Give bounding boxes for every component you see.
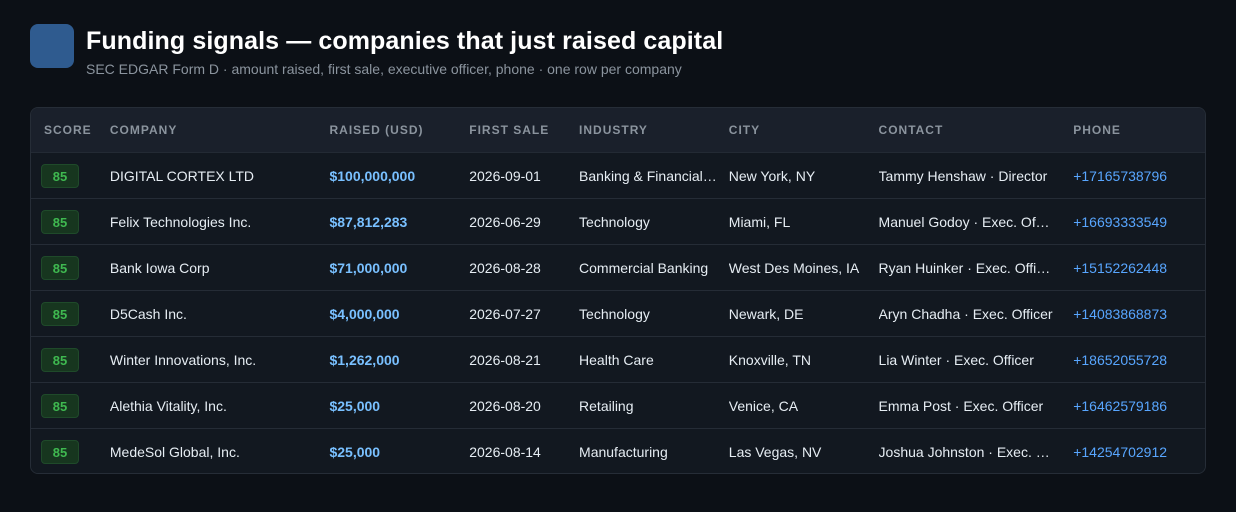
table-row[interactable]: 85 DIGITAL CORTEX LTD $100,000,000 2026-… — [31, 153, 1205, 199]
score-badge: 85 — [41, 440, 79, 464]
app-logo — [30, 24, 74, 68]
column-header-score[interactable]: SCORE — [44, 123, 92, 137]
column-header-industry[interactable]: INDUSTRY — [579, 123, 648, 137]
score-badge: 85 — [41, 255, 79, 280]
phone-link[interactable]: +18652055728 — [1073, 351, 1168, 368]
industry: Banking & Financial Services — [579, 167, 729, 184]
table-row[interactable]: 85 Bank Iowa Corp $71,000,000 2026-08-28… — [31, 245, 1205, 291]
company-name: Winter Innovations, Inc. — [109, 351, 257, 368]
contact: Aryn Chadha · Exec. Officer — [878, 305, 1053, 322]
contact: Manuel Godoy · Exec. Officer — [878, 213, 1062, 230]
table-row[interactable]: 85 Alethia Vitality, Inc. $25,000 2026-0… — [31, 383, 1205, 429]
city: Las Vegas, NV — [728, 444, 822, 460]
contact: Joshua Johnston · Exec. Officer — [878, 444, 1074, 460]
phone-link[interactable]: +14083868873 — [1073, 305, 1168, 322]
page-header: Funding signals — companies that just ra… — [30, 24, 723, 77]
page-subtitle: SEC EDGAR Form D · amount raised, first … — [86, 61, 682, 77]
table-header: SCORE COMPANY RAISED (USD) FIRST SALE IN… — [31, 108, 1205, 153]
company-name: Bank Iowa Corp — [109, 259, 210, 276]
phone-link[interactable]: +14254702912 — [1073, 444, 1168, 460]
score-badge: 85 — [41, 209, 79, 234]
industry: Health Care — [579, 351, 654, 368]
first-sale-date: 2026-08-28 — [469, 259, 541, 276]
score-badge: 85 — [41, 301, 79, 326]
contact: Emma Post · Exec. Officer — [878, 397, 1044, 414]
first-sale-date: 2026-08-21 — [469, 351, 541, 368]
city: Miami, FL — [728, 213, 791, 230]
column-header-phone[interactable]: PHONE — [1073, 123, 1121, 137]
amount-raised: $4,000,000 — [329, 305, 400, 322]
contact: Tammy Henshaw · Director — [878, 167, 1048, 184]
table-row[interactable]: 85 MedeSol Global, Inc. $25,000 2026-08-… — [31, 429, 1205, 473]
phone-link[interactable]: +15152262448 — [1073, 259, 1168, 276]
industry: Technology — [579, 213, 650, 230]
column-header-contact[interactable]: CONTACT — [878, 123, 944, 137]
table-row[interactable]: 85 Winter Innovations, Inc. $1,262,000 2… — [31, 337, 1205, 383]
industry: Commercial Banking — [579, 259, 709, 276]
company-name: DIGITAL CORTEX LTD — [109, 167, 255, 184]
table-row[interactable]: 85 Felix Technologies Inc. $87,812,283 2… — [31, 199, 1205, 245]
score-badge: 85 — [41, 163, 79, 188]
contact: Ryan Huinker · Exec. Officer — [878, 259, 1056, 276]
results-table: SCORE COMPANY RAISED (USD) FIRST SALE IN… — [30, 107, 1206, 474]
company-name: Felix Technologies Inc. — [109, 213, 252, 230]
page-title: Funding signals — companies that just ra… — [86, 27, 724, 55]
city: Venice, CA — [728, 397, 799, 414]
phone-link[interactable]: +16693333549 — [1073, 213, 1168, 230]
industry: Retailing — [579, 397, 634, 414]
score-badge: 85 — [41, 393, 79, 418]
column-header-first-sale[interactable]: FIRST SALE — [469, 123, 550, 137]
city: Knoxville, TN — [728, 351, 811, 368]
first-sale-date: 2026-08-14 — [469, 444, 541, 460]
amount-raised: $25,000 — [329, 444, 381, 460]
first-sale-date: 2026-07-27 — [469, 305, 541, 322]
first-sale-date: 2026-09-01 — [469, 167, 541, 184]
city: Newark, DE — [728, 305, 804, 322]
company-name: D5Cash Inc. — [109, 305, 187, 322]
phone-link[interactable]: +17165738796 — [1073, 167, 1168, 184]
column-header-raised[interactable]: RAISED (USD) — [329, 123, 424, 137]
city: West Des Moines, IA — [728, 259, 860, 276]
amount-raised: $25,000 — [329, 397, 381, 414]
contact: Lia Winter · Exec. Officer — [878, 351, 1034, 368]
city: New York, NY — [728, 167, 816, 184]
first-sale-date: 2026-08-20 — [469, 397, 541, 414]
amount-raised: $87,812,283 — [329, 213, 408, 230]
company-name: Alethia Vitality, Inc. — [109, 397, 227, 414]
column-header-company[interactable]: COMPANY — [109, 123, 178, 137]
score-badge: 85 — [41, 347, 79, 372]
amount-raised: $1,262,000 — [329, 351, 400, 368]
phone-link[interactable]: +16462579186 — [1073, 397, 1168, 414]
company-name: MedeSol Global, Inc. — [109, 444, 240, 460]
amount-raised: $71,000,000 — [329, 259, 408, 276]
industry: Technology — [579, 305, 650, 322]
amount-raised: $100,000,000 — [329, 167, 416, 184]
table-row[interactable]: 85 D5Cash Inc. $4,000,000 2026-07-27 Tec… — [31, 291, 1205, 337]
industry: Manufacturing — [579, 444, 668, 460]
column-header-city[interactable]: CITY — [728, 123, 761, 137]
first-sale-date: 2026-06-29 — [469, 213, 541, 230]
